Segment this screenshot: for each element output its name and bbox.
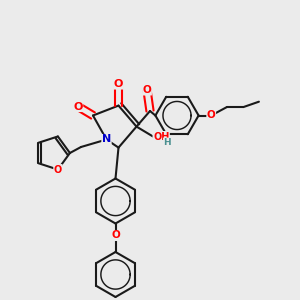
Text: O: O (142, 85, 152, 95)
Text: H: H (164, 138, 171, 147)
Text: O: O (73, 101, 83, 112)
Text: N: N (102, 134, 111, 145)
Text: OH: OH (153, 131, 169, 142)
Text: O: O (54, 164, 62, 175)
Text: O: O (114, 79, 123, 89)
Text: O: O (111, 230, 120, 241)
Text: O: O (207, 110, 216, 121)
